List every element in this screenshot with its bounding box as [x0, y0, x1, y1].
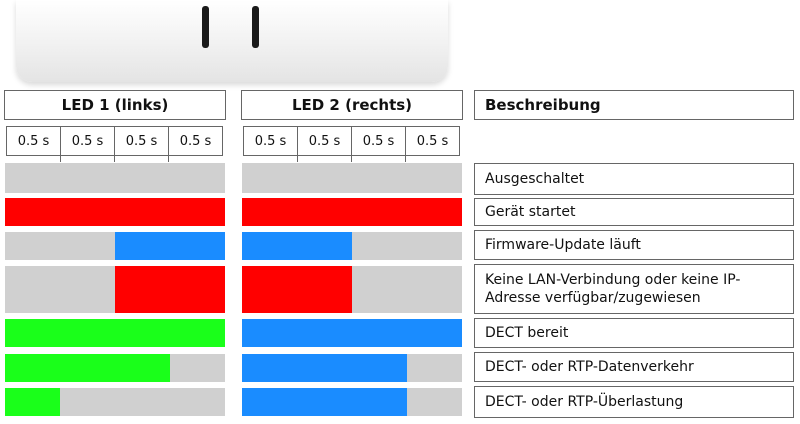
led2-bar-off: [242, 163, 462, 193]
led1-header: LED 1 (links): [4, 90, 226, 120]
timing-cell: 0.5 s: [6, 126, 61, 156]
timing-cell: 0.5 s: [351, 126, 406, 156]
description-off: Ausgeschaltet: [474, 163, 794, 195]
led2-fill-firmware-update: [242, 232, 352, 260]
timing-cell: 0.5 s: [168, 126, 223, 156]
device-illustration: [16, 0, 448, 82]
timing-tick: [60, 156, 61, 162]
timing-tick: [114, 156, 115, 162]
led1-fill-no-lan: [115, 266, 225, 313]
led1-bar-overload: [5, 388, 225, 416]
description-firmware-update: Firmware-Update läuft: [474, 230, 794, 260]
led1-bar-data-traffic: [5, 354, 225, 382]
timing-cell: 0.5 s: [405, 126, 460, 156]
led2-bar-data-traffic: [242, 354, 462, 382]
led2-fill-no-lan: [242, 266, 352, 313]
description-booting: Gerät startet: [474, 198, 794, 226]
led2-bar-firmware-update: [242, 232, 462, 260]
description-header: Beschreibung: [474, 90, 794, 120]
led1-bar-dect-ready: [5, 319, 225, 347]
led1-bar-firmware-update: [5, 232, 225, 260]
timing-cell: 0.5 s: [114, 126, 169, 156]
description-no-lan: Keine LAN-Verbindung oder keine IP-Adres…: [474, 264, 794, 314]
led1-fill-data-traffic: [5, 354, 170, 382]
led-slot-left: [202, 6, 209, 48]
led2-fill-overload: [242, 388, 407, 416]
timing-tick: [297, 156, 298, 162]
timing-cell: 0.5 s: [297, 126, 352, 156]
led1-bar-no-lan: [5, 266, 225, 313]
led2-timing-scale: 0.5 s 0.5 s 0.5 s 0.5 s: [243, 126, 460, 156]
led2-header: LED 2 (rechts): [241, 90, 463, 120]
led2-fill-dect-ready: [242, 319, 462, 347]
led2-fill-booting: [242, 198, 462, 226]
timing-cell: 0.5 s: [60, 126, 115, 156]
led1-bar-booting: [5, 198, 225, 226]
timing-tick: [405, 156, 406, 162]
led1-timing-ticks: [6, 156, 224, 162]
led2-bar-overload: [242, 388, 462, 416]
led2-timing-ticks: [243, 156, 461, 162]
led1-fill-dect-ready: [5, 319, 225, 347]
description-overload: DECT- oder RTP-Überlastung: [474, 386, 794, 418]
led2-bar-no-lan: [242, 266, 462, 313]
timing-tick: [351, 156, 352, 162]
led1-fill-firmware-update: [115, 232, 225, 260]
led1-bar-off: [5, 163, 225, 193]
led1-fill-booting: [5, 198, 225, 226]
led2-fill-data-traffic: [242, 354, 407, 382]
description-dect-ready: DECT bereit: [474, 318, 794, 348]
led1-fill-overload: [5, 388, 60, 416]
description-data-traffic: DECT- oder RTP-Datenverkehr: [474, 352, 794, 382]
timing-tick: [168, 156, 169, 162]
led-slot-right: [252, 6, 259, 48]
led2-bar-booting: [242, 198, 462, 226]
led1-timing-scale: 0.5 s 0.5 s 0.5 s 0.5 s: [6, 126, 223, 156]
timing-cell: 0.5 s: [243, 126, 298, 156]
led2-bar-dect-ready: [242, 319, 462, 347]
